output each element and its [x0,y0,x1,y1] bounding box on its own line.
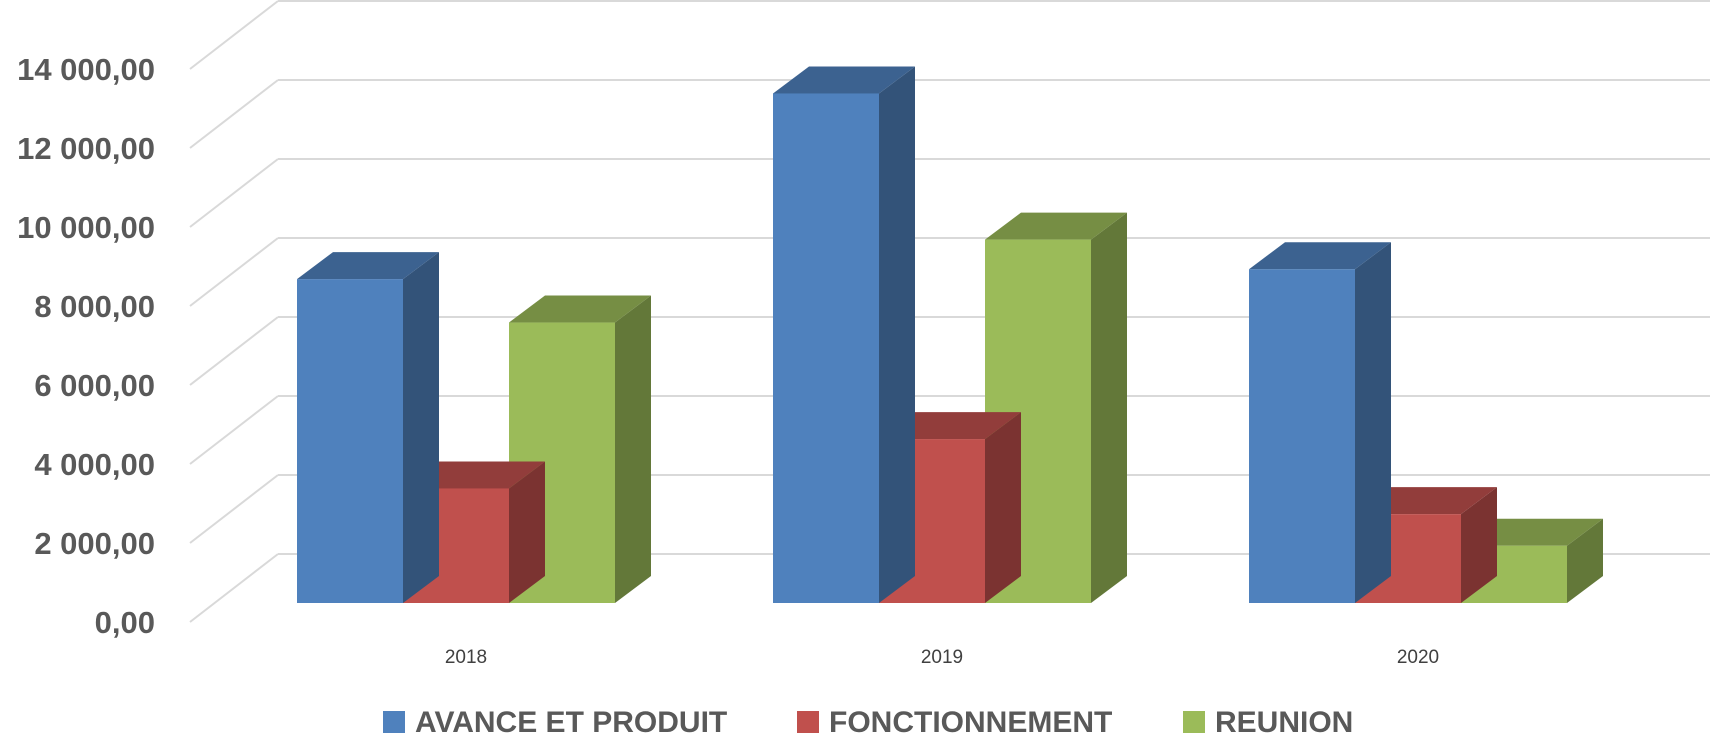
gridline-diagonal [189,79,279,149]
y-tick-label: 12 000,00 [17,131,155,166]
bar-top [509,295,651,323]
bar-top [1249,242,1391,270]
legend-item: REUNION [1183,706,1353,736]
bar-side [985,412,1021,603]
bar-side [879,66,915,603]
y-tick-label: 10 000,00 [17,210,155,245]
bar [773,66,915,603]
legend-swatch [383,711,405,733]
bar-side [1355,242,1391,603]
legend-item: AVANCE ET PRODUIT [383,706,727,736]
legend-label: FONCTIONNEMENT [829,706,1112,736]
gridline-diagonal [189,237,279,307]
bar-side [403,252,439,603]
bar [1249,242,1391,603]
legend-item: FONCTIONNEMENT [797,706,1112,736]
bar-side [1461,487,1497,603]
bar-front [773,93,879,603]
x-tick-label: 2020 [1397,647,1439,668]
x-tick-label: 2018 [445,647,487,668]
y-tick-label: 14 000,00 [17,52,155,87]
gridline-diagonal [189,316,279,386]
legend-swatch [1183,711,1205,733]
y-axis-ticks: 0,00 2 000,00 4 000,00 6 000,00 8 000,00 10 0… [17,52,155,640]
bar-side [509,461,545,603]
gridline-diagonal [189,0,279,70]
bar [297,252,439,603]
gridline-diagonal [189,553,279,623]
legend-label: AVANCE ET PRODUIT [415,706,727,736]
y-tick-label: 8 000,00 [34,289,155,324]
y-tick-label: 4 000,00 [34,447,155,482]
y-tick-label: 0,00 [95,605,155,640]
legend-swatch [797,711,819,733]
bar-side [1567,518,1603,603]
bar-top [773,66,915,94]
y-tick-label: 2 000,00 [34,526,155,561]
x-axis-ticks: 2018 2019 2020 [445,647,1439,668]
gridline-diagonal [189,474,279,544]
bar-side [615,295,651,603]
bars [297,66,1603,603]
bar-front [297,279,403,603]
bar-top [985,212,1127,240]
bar-front [1249,269,1355,603]
legend: AVANCE ET PRODUIT FONCTIONNEMENT REUNION [383,706,1353,736]
y-tick-label: 6 000,00 [34,368,155,403]
bar-top [297,252,439,280]
gridline-diagonal [189,158,279,228]
gridline-diagonal [189,395,279,465]
bar-side [1091,212,1127,603]
legend-label: REUNION [1215,706,1353,736]
x-tick-label: 2019 [921,647,963,668]
